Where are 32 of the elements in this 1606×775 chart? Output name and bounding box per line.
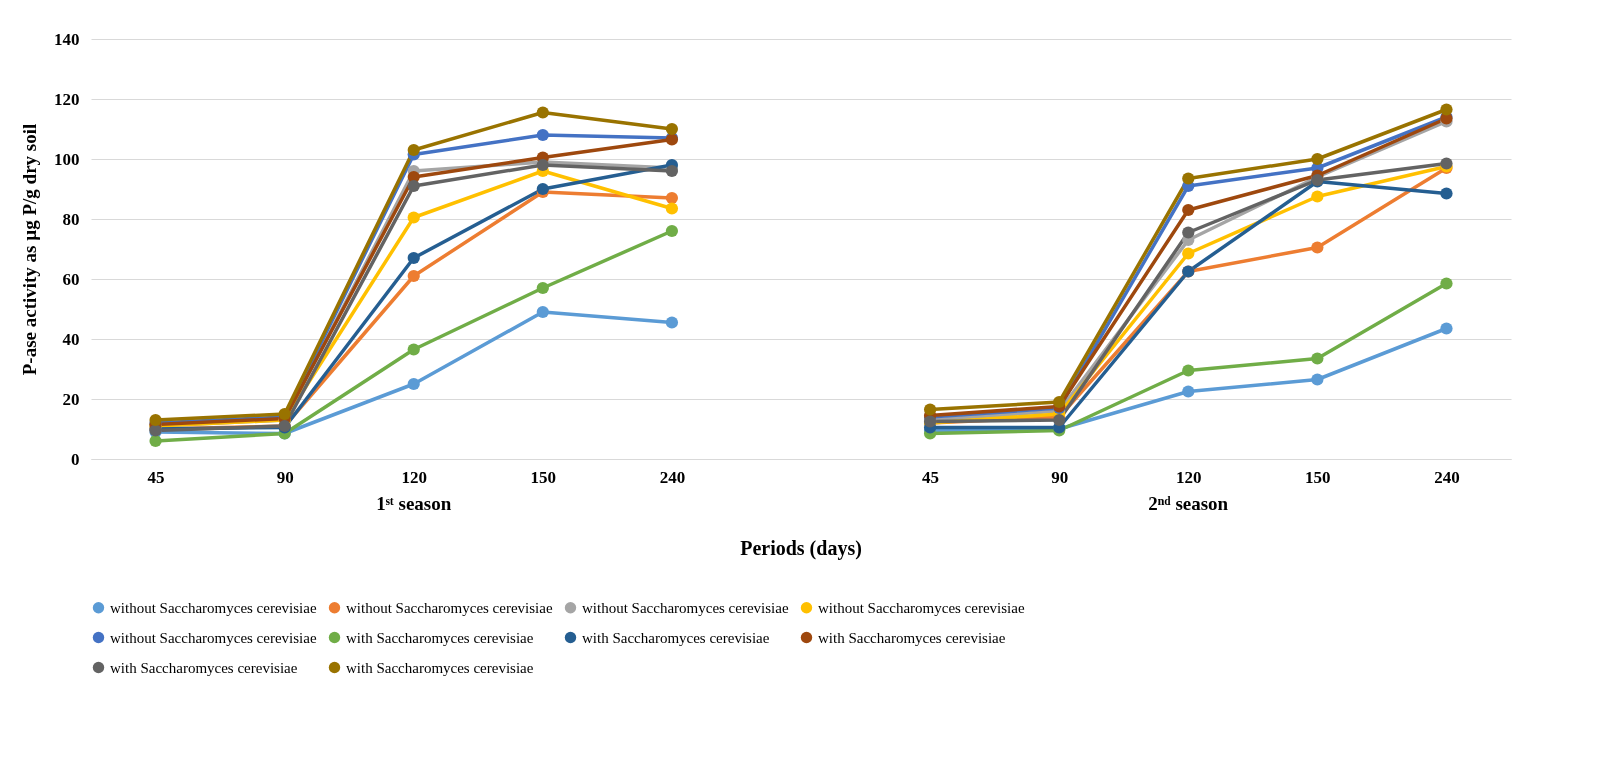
legend-label: without Saccharomyces cerevisiae (582, 599, 789, 616)
y-tick-label: 0 (71, 449, 80, 469)
x-tick-label: 90 (1051, 467, 1069, 487)
legend-label: without Saccharomyces cerevisiae (110, 599, 317, 616)
y-tick-label: 80 (62, 209, 80, 229)
y-tick-label: 20 (62, 389, 80, 409)
x-tick-label: 45 (922, 467, 940, 487)
x-tick-label: 120 (1176, 467, 1202, 487)
x-axis-title: Periods (days) (740, 537, 862, 560)
y-tick-label: 140 (54, 29, 80, 49)
x-tick-label: 150 (530, 467, 557, 487)
y-axis-title: P-ase activity as µg P/g dry soil (19, 123, 40, 376)
legend-label: with Saccharomyces cerevisiae (582, 629, 770, 646)
x-tick-label: 240 (659, 467, 686, 487)
legend-label: with Saccharomyces cerevisiae (818, 629, 1006, 646)
legend-label: with Saccharomyces cerevisiae (346, 629, 534, 646)
legend-label: with Saccharomyces cerevisiae (346, 659, 534, 676)
x-tick-label: 120 (401, 467, 427, 487)
x-tick-label: 45 (147, 467, 165, 487)
x-tick-label: 150 (1305, 467, 1331, 487)
legend-label: without Saccharomyces cerevisiae (110, 629, 317, 646)
legend-label: without Saccharomyces cerevisiae (346, 599, 553, 616)
y-tick-label: 100 (54, 149, 80, 169)
text: 2ⁿᵈ season (1148, 493, 1229, 514)
y-tick-label: 40 (62, 329, 80, 349)
text: 1ˢᵗ season (376, 493, 452, 514)
x-tick-label: 90 (276, 467, 294, 487)
y-tick-label: 60 (62, 269, 80, 289)
legend-label: without Saccharomyces cerevisiae (818, 599, 1025, 616)
legend-label: with Saccharomyces cerevisiae (110, 659, 298, 676)
y-tick-label: 120 (54, 89, 80, 109)
x-tick-label: 240 (1434, 467, 1460, 487)
